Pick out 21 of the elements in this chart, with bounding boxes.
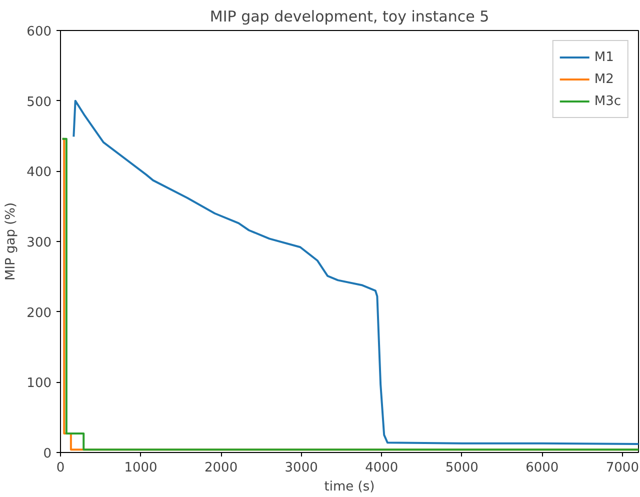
x-axis-title: time (s): [324, 480, 375, 494]
x-tick-label: 2000: [204, 460, 238, 476]
y-tick-label: 0: [43, 446, 52, 462]
y-tick-label: 500: [26, 94, 52, 110]
chart-title: MIP gap development, toy instance 5: [210, 8, 490, 26]
x-tick-label: 6000: [526, 460, 559, 476]
y-tick-label: 400: [26, 165, 52, 180]
y-tick-label: 100: [26, 376, 52, 392]
x-tick-label: 3000: [284, 460, 318, 476]
y-tick-label: 600: [26, 24, 52, 40]
x-tick-label: 0: [56, 460, 65, 476]
x-tick-label: 1000: [124, 460, 158, 476]
x-tick-label: 5000: [445, 460, 478, 476]
x-tick-label: 7000: [606, 460, 639, 476]
y-tick-label: 300: [26, 236, 52, 250]
legend-label: M3c: [594, 94, 621, 108]
legend-label: M1: [594, 50, 614, 64]
y-tick-label: 200: [26, 306, 52, 321]
legend-label: M2: [594, 72, 614, 86]
y-axis-title: MIP gap (%): [4, 202, 19, 281]
x-tick-label: 4000: [365, 460, 398, 476]
